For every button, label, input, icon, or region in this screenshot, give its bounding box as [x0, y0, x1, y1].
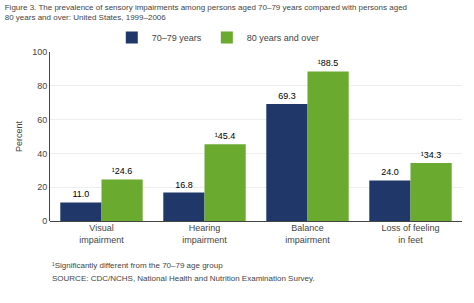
svg-text:¹88.5: ¹88.5: [318, 58, 339, 68]
svg-text:Figure 3. The prevalence of se: Figure 3. The prevalence of sensory impa…: [5, 3, 407, 22]
svg-text:¹Significantly different from: ¹Significantly different from the 70–79 …: [52, 261, 223, 270]
svg-text:80 years and over: 80 years and over: [247, 33, 319, 43]
svg-text:70–79 years: 70–79 years: [152, 33, 202, 43]
svg-text:Loss of feelingin feet: Loss of feelingin feet: [381, 223, 439, 245]
svg-text:0: 0: [42, 216, 47, 226]
svg-text:¹34.3: ¹34.3: [421, 150, 442, 160]
svg-text:80: 80: [37, 81, 47, 91]
svg-text:Hearingimpairment: Hearingimpairment: [182, 223, 227, 245]
svg-text:11.0: 11.0: [72, 189, 89, 199]
svg-text:¹45.4: ¹45.4: [215, 131, 236, 141]
svg-text:60: 60: [37, 115, 47, 125]
svg-text:16.8: 16.8: [175, 180, 193, 190]
svg-text:Percent: Percent: [14, 120, 24, 152]
svg-text:24.0: 24.0: [381, 167, 399, 177]
svg-text:¹24.6: ¹24.6: [112, 166, 133, 176]
svg-text:100: 100: [32, 47, 47, 57]
svg-text:40: 40: [37, 149, 47, 159]
svg-text:69.3: 69.3: [278, 91, 296, 101]
svg-text:Visualimpairment: Visualimpairment: [79, 223, 124, 245]
svg-text:Balanceimpairment: Balanceimpairment: [285, 223, 330, 245]
svg-text:SOURCE: CDC/NCHS, National Hea: SOURCE: CDC/NCHS, National Health and Nu…: [52, 274, 315, 283]
svg-text:20: 20: [37, 182, 47, 192]
